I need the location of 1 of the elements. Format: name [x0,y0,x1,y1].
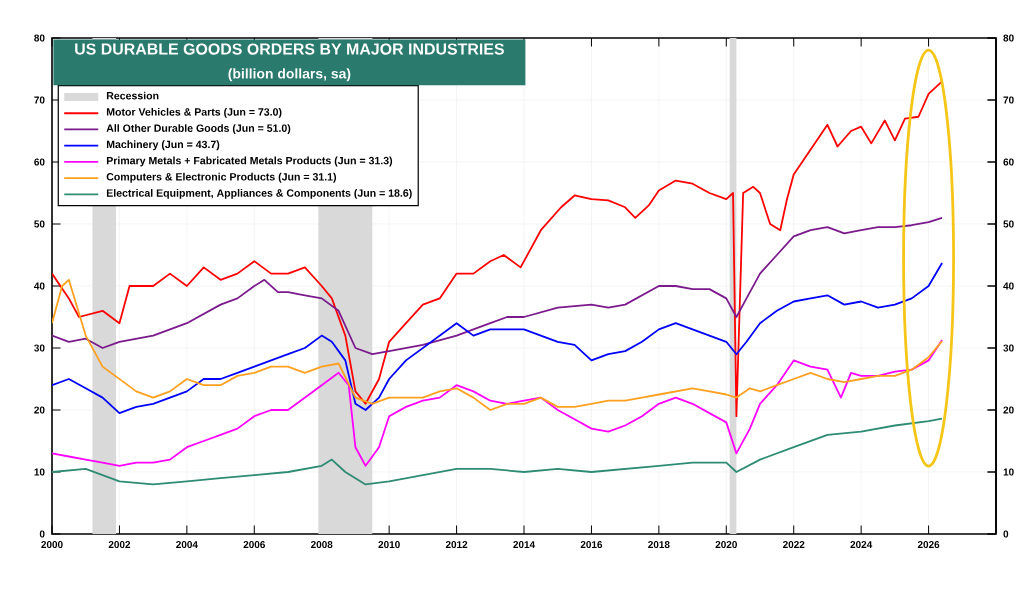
line-series [52,216,943,356]
